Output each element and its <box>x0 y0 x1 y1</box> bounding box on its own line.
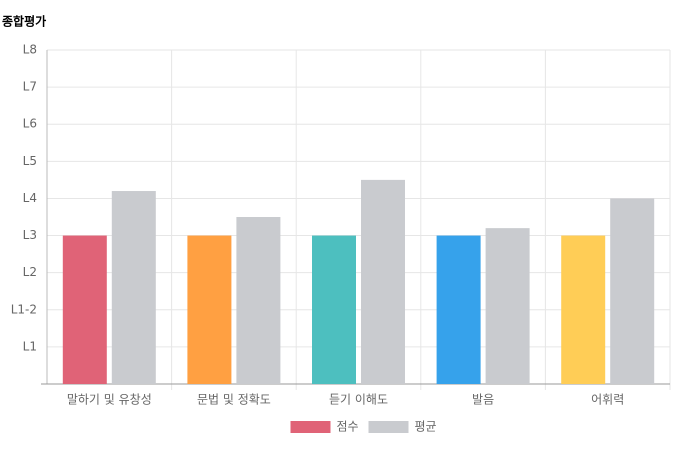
x-tick-label: 어휘력 <box>591 393 624 407</box>
y-tick-label: L7 <box>23 80 37 94</box>
bar <box>485 228 530 384</box>
x-tick-label: 말하기 및 유창성 <box>67 393 152 407</box>
bar <box>312 235 356 384</box>
bar <box>187 235 232 384</box>
legend-swatch <box>368 421 409 433</box>
bar <box>361 179 405 384</box>
legend-label: 점수 <box>337 420 359 434</box>
y-tick-label: L5 <box>23 154 37 168</box>
x-tick-label: 듣기 이해도 <box>329 393 388 407</box>
bar <box>610 198 655 384</box>
bar <box>236 217 281 384</box>
y-tick-label: L3 <box>23 228 37 242</box>
bar <box>436 235 481 384</box>
y-tick-label: L2 <box>23 265 37 279</box>
legend-swatch <box>290 421 331 433</box>
x-tick-label: 발음 <box>472 393 494 407</box>
bar <box>62 235 107 384</box>
y-tick-label: L1-2 <box>11 302 37 316</box>
bar <box>111 191 156 384</box>
y-tick-label: L6 <box>23 117 37 131</box>
y-tick-label: L8 <box>23 43 37 57</box>
chart-title: 종합평가 <box>2 14 46 29</box>
y-tick-label: L4 <box>23 191 37 205</box>
legend-label: 평균 <box>415 420 437 434</box>
x-tick-label: 문법 및 정확도 <box>197 393 271 407</box>
y-tick-label: L1 <box>23 339 37 353</box>
bar <box>561 235 606 384</box>
